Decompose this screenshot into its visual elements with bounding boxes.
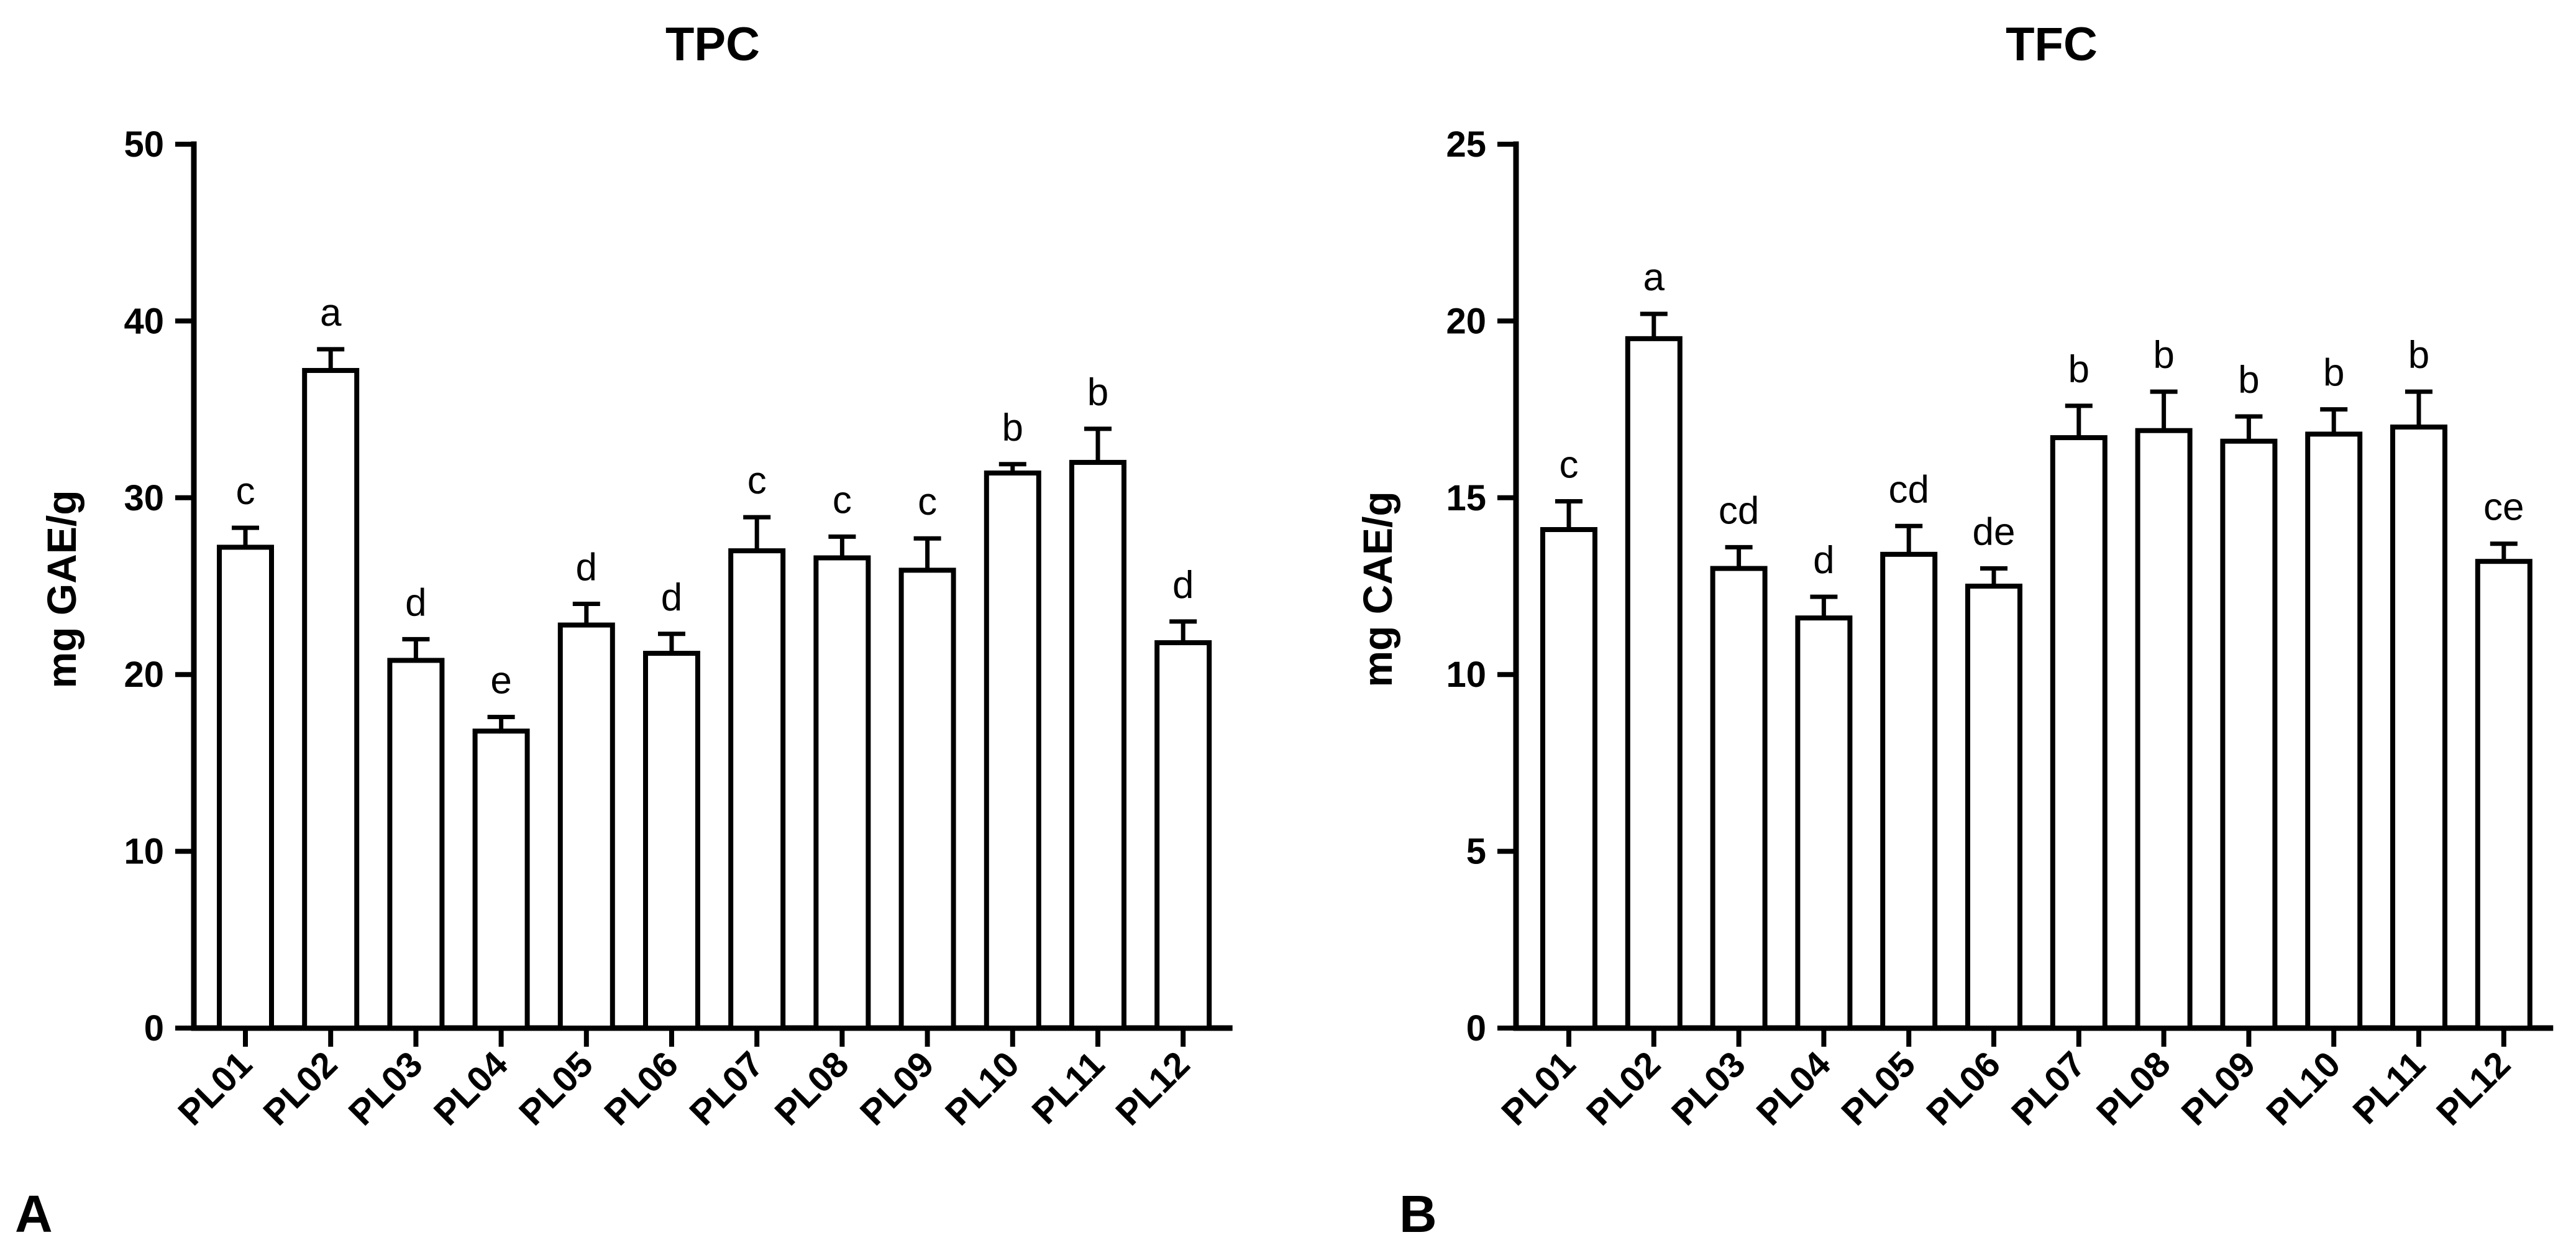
bar	[2220, 438, 2278, 1031]
chart-title: TFC	[2006, 18, 2098, 71]
x-tick-label: PL08	[767, 1044, 857, 1133]
significance-label: c	[1560, 443, 1579, 486]
bar-series: 0 10 20 30 40 50 PL01 c PL02 a PL03 d PL04 e PL05 d PL06…	[124, 124, 1233, 1133]
bar-series: 0 5 10 15 20 25 PL01 c PL02 a PL03 cd PL04 d PL05 cd PL0…	[1446, 124, 2554, 1133]
significance-label: c	[747, 459, 767, 502]
x-tick-label: PL06	[1919, 1044, 2008, 1133]
bar	[1069, 459, 1126, 1031]
bar	[557, 622, 615, 1031]
y-tick-label: 20	[124, 655, 164, 695]
x-tick-label: PL11	[1024, 1044, 1112, 1132]
y-tick-label: 40	[124, 301, 164, 341]
significance-label: c	[918, 480, 937, 523]
bar	[1540, 526, 1597, 1031]
significance-label: cd	[1888, 468, 1929, 511]
y-axis-label: mg CAE/g	[1354, 491, 1400, 687]
x-tick-label: PL02	[1579, 1044, 1668, 1133]
significance-label: b	[2153, 334, 2174, 377]
significance-label: b	[2238, 359, 2259, 402]
significance-label: e	[490, 659, 511, 702]
bar	[1795, 615, 1853, 1031]
significance-label: d	[1172, 564, 1194, 607]
y-tick-label: 25	[1446, 124, 1486, 165]
significance-label: b	[2323, 352, 2344, 395]
bar	[217, 544, 274, 1031]
bar	[728, 548, 786, 1031]
significance-label: b	[2408, 334, 2429, 377]
x-tick-label: PL11	[2345, 1044, 2433, 1132]
panel-a: TPC mg GAE/g A 0 10 20 30 40 50 PL01 c PL02 a PL03…	[15, 18, 1233, 1243]
significance-label: d	[405, 581, 426, 624]
x-tick-label: PL08	[2089, 1044, 2178, 1133]
bar	[1880, 551, 1938, 1031]
x-tick-label: PL09	[2174, 1044, 2263, 1133]
significance-label: cd	[1719, 489, 1759, 532]
panel-label: A	[15, 1185, 53, 1243]
bar	[2475, 559, 2533, 1031]
significance-label: d	[1813, 539, 1834, 582]
bar	[2305, 431, 2363, 1031]
x-tick-label: PL01	[170, 1044, 260, 1133]
y-tick-label: 10	[1446, 655, 1486, 695]
x-tick-label: PL03	[1664, 1044, 1753, 1133]
y-tick-label: 15	[1446, 478, 1486, 518]
significance-label: a	[1643, 256, 1665, 299]
y-tick-label: 20	[1446, 301, 1486, 341]
bar	[387, 658, 445, 1031]
significance-label: d	[576, 546, 597, 589]
x-tick-label: PL03	[341, 1044, 431, 1133]
y-axis-label: mg GAE/g	[39, 490, 84, 688]
bar	[2050, 435, 2108, 1031]
x-tick-label: PL10	[2259, 1044, 2348, 1133]
bar	[1154, 640, 1212, 1031]
y-tick-label: 10	[124, 832, 164, 872]
bar	[472, 728, 530, 1031]
significance-label: d	[661, 576, 682, 619]
panel-b: TFC mg CAE/g B 0 5 10 15 20 25 PL01 c PL02 a PL03 c…	[1354, 18, 2554, 1243]
y-tick-label: 50	[124, 124, 164, 165]
significance-label: c	[833, 479, 852, 521]
chart-title: TPC	[665, 18, 760, 71]
x-tick-label: PL06	[596, 1044, 686, 1133]
x-tick-label: PL09	[852, 1044, 942, 1133]
significance-label: b	[2068, 348, 2090, 391]
x-tick-label: PL05	[511, 1044, 601, 1133]
significance-label: a	[320, 292, 342, 334]
x-tick-label: PL07	[682, 1044, 771, 1133]
y-tick-label: 30	[124, 478, 164, 518]
bar	[302, 368, 360, 1031]
bar	[984, 470, 1041, 1031]
significance-label: c	[236, 470, 255, 513]
bar	[2390, 425, 2447, 1031]
bar	[1625, 336, 1683, 1031]
x-tick-label: PL05	[1834, 1044, 1923, 1133]
x-tick-label: PL07	[2004, 1044, 2093, 1133]
bar	[2135, 428, 2193, 1031]
x-tick-label: PL12	[2429, 1044, 2518, 1133]
x-tick-label: PL01	[1494, 1044, 1583, 1133]
x-tick-label: PL04	[1749, 1044, 1838, 1133]
panel-label: B	[1399, 1185, 1437, 1243]
x-tick-label: PL02	[255, 1044, 345, 1133]
y-tick-label: 0	[1466, 1008, 1486, 1049]
bar	[1965, 584, 2022, 1031]
bar	[643, 651, 700, 1031]
bar	[813, 555, 871, 1031]
x-tick-label: PL12	[1108, 1044, 1197, 1133]
significance-label: de	[1973, 511, 2016, 554]
significance-label: b	[1002, 407, 1023, 449]
x-tick-label: PL10	[938, 1044, 1027, 1133]
bar	[898, 567, 956, 1031]
significance-label: ce	[2483, 486, 2524, 529]
y-tick-label: 0	[144, 1008, 164, 1049]
x-tick-label: PL04	[426, 1044, 516, 1133]
significance-label: b	[1087, 371, 1108, 414]
y-tick-label: 5	[1466, 832, 1486, 872]
bar	[1710, 566, 1768, 1031]
